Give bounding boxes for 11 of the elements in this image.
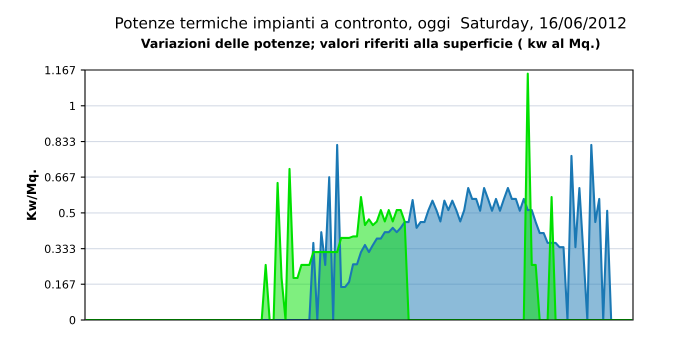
y-tick-label: 0 (70, 316, 76, 324)
y-tick-label: 1.167 (45, 66, 76, 74)
y-tick-label: 0.667 (44, 173, 76, 182)
y-tick-label: 0.833 (44, 138, 76, 146)
y-tick-label: 1 (70, 102, 75, 110)
chart-subtitle: Variazioni delle potenze; valori riferiti alla superficie ( kw al Mq.) (140, 38, 600, 51)
y-tick-label: 0.5 (59, 208, 75, 218)
y-axis-title: Kw/Mq. (26, 170, 39, 220)
y-tick-label: 0.167 (44, 280, 76, 289)
y-tick-label: 0.333 (44, 244, 76, 254)
chart-title: Potenze termiche impianti a contronto, oggi Saturday, 16/06/2012 (116, 16, 626, 32)
